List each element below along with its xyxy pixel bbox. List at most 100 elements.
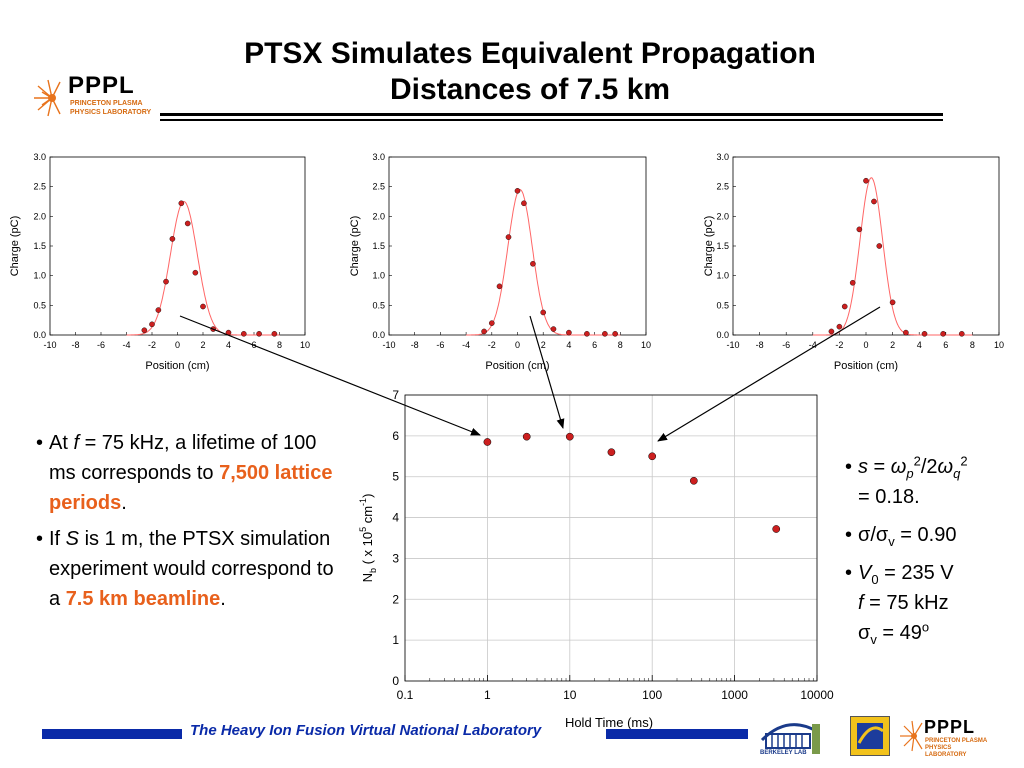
- title-line-2: Distances of 7.5 km: [389, 73, 671, 106]
- data-point: [566, 329, 572, 336]
- position-chart-1: -10-8-6-4-202468100.00.51.01.52.02.53.0P…: [9, 152, 310, 372]
- pppl-logo: PPPL PRINCETON PLASMA PHYSICS LABORATORY: [30, 72, 160, 122]
- freq-symbol: f: [858, 592, 864, 614]
- omega-symbol: ω: [937, 456, 954, 478]
- x-tick-label: 0: [863, 340, 868, 350]
- bullet-sigma-ratio: σ/σv = 0.90: [845, 520, 1015, 550]
- pppl-logo-footer: PPPL PRINCETON PLASMA PHYSICS LABORATORY: [898, 716, 994, 758]
- logo-line-2: PHYSICS LABORATORY: [70, 109, 152, 116]
- pppl-sunburst-icon: [34, 79, 61, 117]
- berkeley-building-icon: [760, 723, 820, 754]
- x-tick-label: -10: [43, 340, 56, 350]
- gaussian-fit-curve: [126, 200, 280, 336]
- length-symbol: S: [65, 528, 80, 550]
- title-divider: [160, 113, 943, 116]
- y-tick-label: 3.0: [372, 152, 385, 162]
- x-tick-label: -4: [809, 340, 817, 350]
- omega-symbol: ω: [890, 456, 907, 478]
- data-point: [481, 328, 487, 335]
- x-tick-label: 2: [200, 340, 205, 350]
- data-point: [841, 303, 848, 310]
- bullet-text: If: [49, 528, 66, 550]
- y-axis-label-part: cm: [360, 506, 375, 527]
- data-point: [521, 200, 527, 207]
- data-point: [863, 177, 869, 184]
- subscript-q: q: [953, 466, 961, 481]
- subscript-v: v: [888, 534, 895, 549]
- y-tick-label: 0.0: [33, 330, 46, 340]
- highlight-lattice-periods: 7,500 lattice periods: [49, 462, 333, 514]
- y-tick-label: 1.5: [372, 241, 385, 251]
- bullet-text: .: [121, 492, 127, 514]
- sigma-ratio-value: = 0.90: [894, 524, 957, 546]
- y-tick-label: 2.5: [372, 182, 385, 192]
- footer-bar-left: [42, 729, 182, 739]
- data-point: [876, 243, 883, 249]
- divide-2: /2: [920, 456, 938, 478]
- data-point: [240, 331, 247, 337]
- y-axis-label-part: 5: [358, 527, 368, 532]
- x-tick-label: -10: [382, 340, 395, 350]
- equals: =: [868, 456, 891, 478]
- hold-time-chart: 0.1 1 10 100 1000 10000 0 1 2 3 4 5 6 7 Hold Time (ms)…: [358, 388, 834, 730]
- y-axis-label: Nb ( x 105 cm-1): [358, 494, 378, 583]
- data-point: [496, 283, 503, 290]
- connector-arrow: [657, 306, 881, 442]
- right-bullet-list: s = ωp2/2ωq2 = 0.18. σ/σv = 0.90 V0 = 23…: [845, 452, 1015, 656]
- y-axis-label-part: ( x 10: [360, 532, 375, 568]
- y-tick-label: 3: [392, 551, 399, 565]
- x-tick-label: -6: [436, 340, 444, 350]
- data-point: [958, 331, 965, 337]
- y-axis-label: Charge (pC): [703, 216, 715, 277]
- data-point: [550, 326, 557, 332]
- title-divider-secondary: [160, 119, 943, 121]
- data-point: [772, 525, 781, 533]
- data-point: [856, 226, 863, 233]
- y-axis-label: Charge (pC): [349, 216, 361, 277]
- voltage-symbol: V: [858, 562, 872, 584]
- x-tick-label: -6: [97, 340, 105, 350]
- y-axis-label-part: ): [360, 494, 375, 498]
- data-point: [271, 331, 278, 337]
- x-tick-label: -10: [726, 340, 739, 350]
- data-point: [849, 279, 856, 286]
- data-point: [178, 200, 185, 207]
- voltage-value: = 235 V: [878, 562, 954, 584]
- data-point: [689, 476, 698, 485]
- bullet-text: is 1 m, the PTSX simulation experiment w…: [49, 528, 334, 610]
- x-tick-label: -6: [782, 340, 790, 350]
- x-tick-label: 2: [890, 340, 895, 350]
- title-line-1: PTSX Simulates Equivalent Propagation: [244, 37, 816, 70]
- left-bullet-list: At f = 75 kHz, a lifetime of 100 ms corr…: [36, 428, 336, 614]
- bullet-text: At: [49, 432, 74, 454]
- bullet-s-parameter: s = ωp2/2ωq2 = 0.18.: [845, 452, 1015, 512]
- data-point: [184, 220, 191, 227]
- y-tick-label: 1.0: [372, 271, 385, 281]
- footer-bar-right: [606, 729, 748, 739]
- x-tick-label: 1: [484, 688, 491, 702]
- data-point: [505, 234, 512, 240]
- data-point: [940, 331, 946, 337]
- y-tick-label: 0.5: [372, 300, 385, 310]
- pppl-sunburst-icon: [900, 720, 923, 752]
- logo-name: PPPL: [68, 72, 135, 99]
- x-tick-label: -8: [411, 340, 419, 350]
- data-point: [163, 278, 169, 285]
- data-point: [871, 198, 877, 205]
- x-tick-label: 0: [515, 340, 520, 350]
- position-chart-3: -10 -8 -6 -4 -2 0 2 4 6 8 10 0.0 0.5 1.0 1.5 2.0 2.5 3.0 P…: [703, 152, 1004, 372]
- x-tick-label: 10: [300, 340, 310, 350]
- y-tick-label: 0: [392, 674, 399, 688]
- x-tick-label: 8: [618, 340, 623, 350]
- y-axis-label-part: -1: [358, 498, 368, 506]
- y-tick-label: 2.0: [716, 211, 729, 221]
- y-tick-label: 1.0: [716, 271, 729, 281]
- x-tick-label: -2: [488, 340, 496, 350]
- x-tick-label: 6: [943, 340, 948, 350]
- x-tick-label: 0: [175, 340, 180, 350]
- y-tick-label: 2.5: [716, 182, 729, 192]
- data-point: [483, 438, 492, 446]
- plot-frame: [388, 156, 647, 336]
- x-tick-label: -8: [756, 340, 764, 350]
